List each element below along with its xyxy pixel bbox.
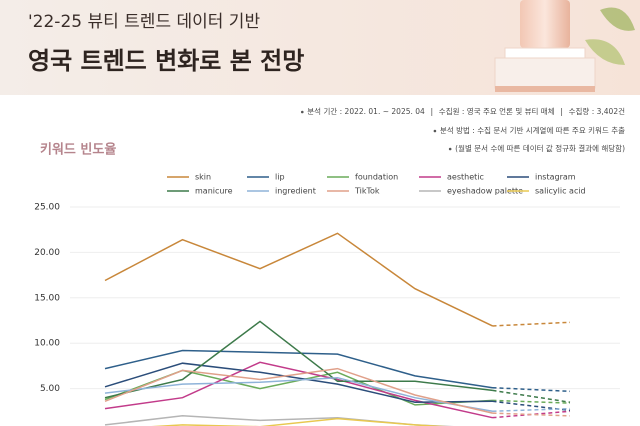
series-line xyxy=(104,320,493,399)
legend-label: ingredient xyxy=(275,187,316,196)
note-row: 수집량 : 3,402건 수집원 : 영국 주요 언론 및 뷰티 매체 분석 기간 … xyxy=(300,106,625,116)
header-subtitle: 영국 트렌드 변화로 본 전망 xyxy=(28,47,304,75)
forecast-connector xyxy=(492,389,571,403)
note-text: 분석 기간 : 2022. 01. ~ 2025. 04 xyxy=(307,106,425,116)
note-text: (월별 문서 수에 따른 데이터 값 정규화 결과에 해당함) xyxy=(455,143,625,153)
series-line xyxy=(104,362,493,403)
legend-label: skin xyxy=(195,173,211,182)
header-title: '22-25 뷰티 트렌드 데이터 기반 xyxy=(28,12,260,32)
y-tick-label: 10.00 xyxy=(34,339,60,349)
note-bullet xyxy=(300,110,304,114)
note-text: 수집량 : 3,402건 xyxy=(569,106,625,116)
note-bullet xyxy=(433,129,437,133)
series-line xyxy=(104,367,493,414)
note-text: 분석 방법 : 수집 문서 기반 시계열에 따른 주요 키워드 추출 xyxy=(440,125,625,135)
forecast-connector xyxy=(492,399,571,404)
forecast-connector xyxy=(492,412,571,417)
y-tick-label: 20.00 xyxy=(34,248,60,258)
forecast-connector xyxy=(492,386,571,393)
y-tick-label: 25.00 xyxy=(34,203,60,213)
legend-label: aesthetic xyxy=(447,173,484,182)
note-text: 수집원 : 영국 주요 언론 및 뷰티 매체 xyxy=(439,106,555,116)
series-line xyxy=(104,349,493,389)
series-line xyxy=(104,361,493,419)
legend-label: TikTok xyxy=(354,187,380,196)
forecast-connector xyxy=(492,407,571,413)
product-illustration xyxy=(494,0,635,92)
chart-title: 키워드 빈도율 xyxy=(40,142,116,158)
series-line xyxy=(104,376,493,413)
legend-label: instagram xyxy=(535,173,576,182)
note-bullet xyxy=(448,147,452,151)
legend-label: foundation xyxy=(355,173,398,182)
legend-label: lip xyxy=(275,173,285,182)
legend-label: eyeshadow palette xyxy=(447,187,523,196)
legend-label: salicylic acid xyxy=(535,187,586,196)
note-row: 분석 방법 : 수집 문서 기반 시계열에 따른 주요 키워드 추출 xyxy=(433,125,625,135)
series-line xyxy=(104,232,493,327)
y-tick-label: 5.00 xyxy=(40,384,60,394)
series-line xyxy=(104,415,454,426)
note-row: (월별 문서 수에 따른 데이터 값 정규화 결과에 해당함) xyxy=(448,143,625,153)
forecast-connector xyxy=(492,321,571,327)
y-tick-label: 15.00 xyxy=(34,293,60,303)
legend-label: manicure xyxy=(195,187,233,196)
